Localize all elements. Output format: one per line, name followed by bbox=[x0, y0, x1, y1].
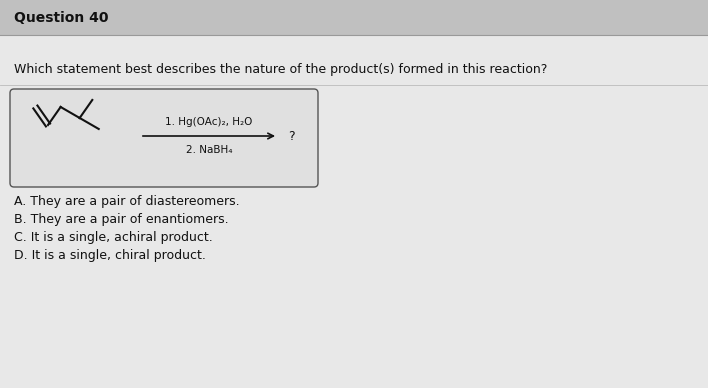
Text: C. It is a single, achiral product.: C. It is a single, achiral product. bbox=[14, 231, 212, 244]
Text: Which statement best describes the nature of the product(s) formed in this react: Which statement best describes the natur… bbox=[14, 64, 547, 76]
FancyBboxPatch shape bbox=[0, 35, 708, 388]
Text: 2. NaBH₄: 2. NaBH₄ bbox=[185, 145, 232, 155]
Text: A. They are a pair of diastereomers.: A. They are a pair of diastereomers. bbox=[14, 195, 239, 208]
Text: B. They are a pair of enantiomers.: B. They are a pair of enantiomers. bbox=[14, 213, 229, 226]
FancyBboxPatch shape bbox=[10, 89, 318, 187]
FancyBboxPatch shape bbox=[0, 0, 708, 35]
Text: 1. Hg(OAc)₂, H₂O: 1. Hg(OAc)₂, H₂O bbox=[165, 117, 253, 127]
Text: ?: ? bbox=[288, 130, 295, 142]
Text: Question 40: Question 40 bbox=[14, 10, 108, 24]
Text: D. It is a single, chiral product.: D. It is a single, chiral product. bbox=[14, 249, 206, 262]
